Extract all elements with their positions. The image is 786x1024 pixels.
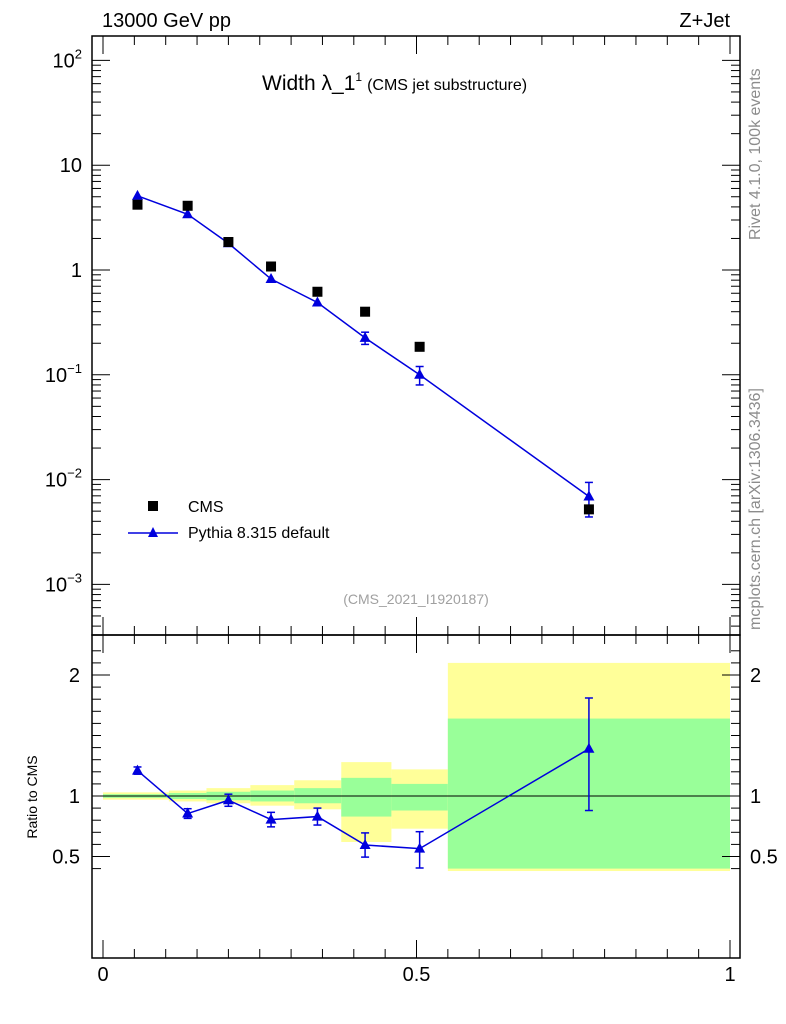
- main-ytick-label: 10: [60, 155, 82, 177]
- mcplots-label: mcplots.cern.ch [arXiv:1306.3436]: [747, 388, 764, 630]
- ratio-ytick-label-right: 0.5: [750, 847, 778, 869]
- ratio-ytick-label: 0.5: [52, 847, 80, 869]
- ratio-panel: 0.5 0.5 1 1 2 2 0 0.5 1 Ratio to CMS: [24, 634, 778, 986]
- legend: CMS Pythia 8.315 default: [128, 499, 330, 542]
- cms-point: [266, 261, 277, 272]
- ratio-pythia-line: [136, 748, 590, 850]
- legend-marker-cms: [148, 501, 158, 511]
- pythia-point: [583, 490, 595, 501]
- cms-point: [583, 504, 594, 515]
- ratio-pythia-point: [182, 807, 194, 818]
- ratio-xtick-label: 0: [97, 964, 108, 986]
- plot-title-subtitle: (CMS jet substructure): [367, 77, 527, 94]
- main-plot-frame: [91, 35, 741, 636]
- ratio-pythia-point: [265, 813, 277, 824]
- ratio-pythia-point: [414, 842, 426, 853]
- ratio-ylabel: Ratio to CMS: [24, 755, 40, 838]
- ratio-pythia-point: [222, 794, 234, 805]
- pythia-point: [311, 296, 323, 307]
- main-ytick-label-exp: −2: [67, 466, 82, 481]
- main-ytick-label-exp: −1: [67, 361, 82, 376]
- main-ytick-label-base: 10: [45, 470, 67, 492]
- ratio-band-green: [391, 783, 448, 811]
- analysis-tag: (CMS_2021_I1920187): [343, 591, 489, 607]
- ratio-pythia-point: [131, 764, 143, 775]
- main-ytick-label-exp: −3: [67, 570, 82, 585]
- main-ytick-label-base: 10: [53, 50, 75, 72]
- ratio-ytick-label-right: 2: [750, 665, 761, 687]
- cms-point: [312, 286, 323, 297]
- main-ytick-label-base: 10: [60, 155, 82, 177]
- main-ytick-label: 10−2: [45, 466, 82, 492]
- pythia-point: [414, 368, 426, 379]
- cms-point: [132, 199, 143, 210]
- pythia-line: [137, 195, 590, 498]
- main-ytick-label: 10−1: [45, 361, 82, 387]
- cms-point: [360, 306, 371, 317]
- main-ytick-label-exp: 2: [75, 46, 82, 61]
- ratio-ytick-label: 1: [69, 786, 80, 808]
- rivet-version-label: Rivet 4.1.0, 100k events: [747, 68, 764, 240]
- pythia-point: [131, 189, 143, 200]
- energy-label: 13000 GeV pp: [102, 10, 231, 32]
- cms-point: [414, 341, 425, 352]
- ratio-xtick-label: 1: [724, 964, 735, 986]
- legend-label-cms: CMS: [188, 499, 224, 516]
- ratio-pythia-point: [583, 742, 595, 753]
- plot-title-main: Width λ_1: [262, 72, 355, 95]
- plot-title: Width λ_11 (CMS jet substructure): [262, 70, 527, 95]
- main-ytick-label: 10−3: [45, 570, 82, 596]
- main-ytick-label: 1: [71, 260, 82, 282]
- main-ytick-label-base: 1: [71, 260, 82, 282]
- cms-point: [182, 200, 193, 211]
- process-label: Z+Jet: [679, 10, 730, 32]
- ratio-xtick-label: 0.5: [403, 964, 431, 986]
- ratio-pythia-point: [311, 810, 323, 821]
- pythia-point: [265, 273, 277, 284]
- main-ytick-label-base: 10: [45, 365, 67, 387]
- pythia-point: [182, 208, 194, 219]
- pythia-point: [359, 331, 371, 342]
- plot-title-superscript: 1: [355, 70, 362, 84]
- legend-label-pythia: Pythia 8.315 default: [188, 525, 330, 542]
- ratio-pythia-point: [359, 839, 371, 850]
- cms-point: [223, 237, 234, 248]
- ratio-ytick-label: 2: [69, 665, 80, 687]
- ratio-ytick-label-right: 1: [750, 786, 761, 808]
- main-ytick-label: 102: [53, 46, 82, 72]
- ratio-band-green: [341, 777, 392, 817]
- legend-marker-pythia: [148, 527, 158, 537]
- main-ytick-label-base: 10: [45, 574, 67, 596]
